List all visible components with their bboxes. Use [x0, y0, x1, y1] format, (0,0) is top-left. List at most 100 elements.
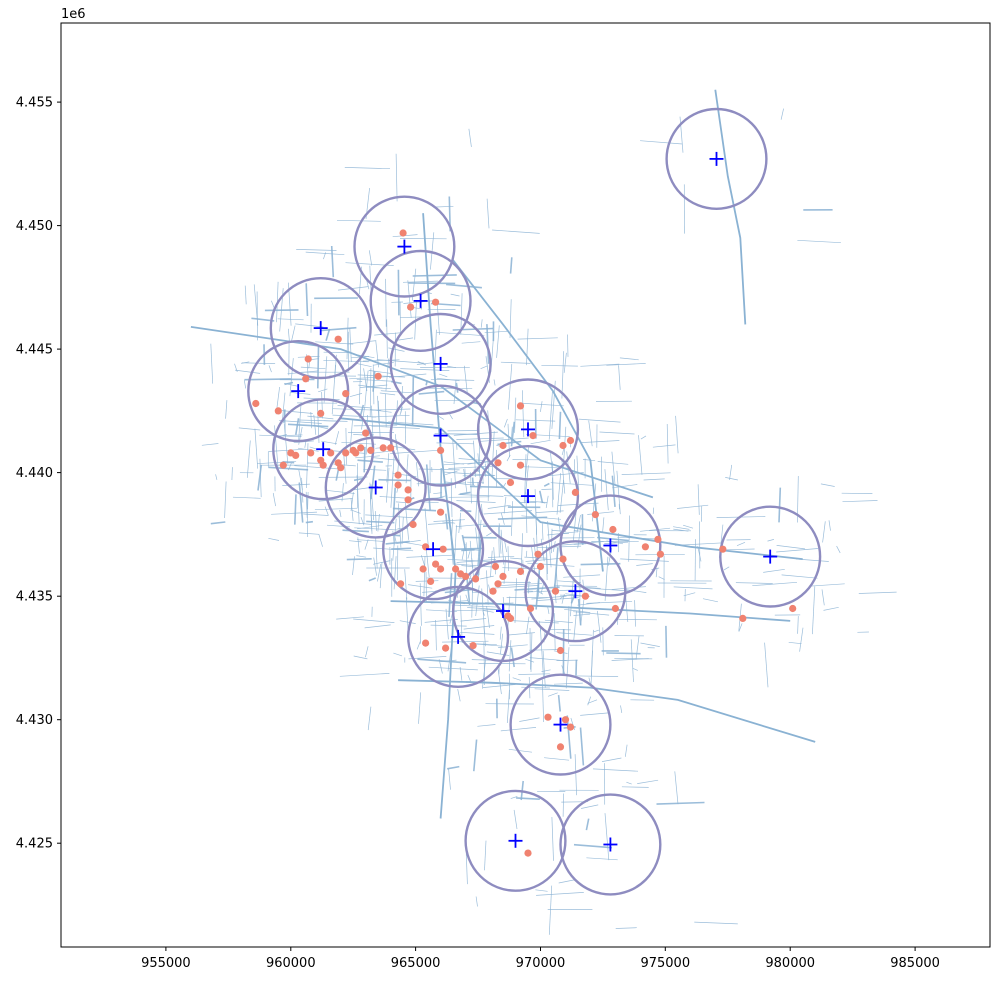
center-marker-19 [603, 837, 618, 852]
facility-centers [291, 151, 778, 852]
road-segment-384 [405, 597, 409, 630]
road-segment-785 [694, 921, 738, 925]
road-segment-638 [300, 366, 326, 370]
road-segment-287 [425, 549, 430, 578]
demand-point-75 [422, 639, 430, 647]
road-segment-49 [666, 423, 669, 464]
road-segment-716 [287, 328, 290, 342]
road-segment-301 [781, 574, 818, 579]
road-segment-303 [632, 667, 638, 671]
road-segment-751 [423, 555, 426, 597]
road-segment-107 [320, 326, 357, 332]
road-segment-509 [548, 885, 553, 935]
road-segment-61 [776, 548, 819, 553]
road-segment-493 [559, 479, 564, 513]
road-segment-194 [508, 620, 559, 624]
road-segment-95 [525, 658, 535, 663]
road-segment-504 [518, 402, 564, 407]
road-segment-477 [477, 724, 496, 727]
road-segment-237 [559, 595, 566, 599]
road-segment-530 [375, 511, 377, 531]
road-segment-836 [379, 562, 383, 589]
road-segment-777 [283, 423, 289, 465]
road-segment-662 [455, 523, 489, 528]
road-segment-803 [677, 504, 709, 509]
road-segment-8 [673, 526, 690, 530]
road-segment-563 [355, 362, 372, 368]
road-segment-439 [416, 362, 433, 365]
road-segment-6 [679, 116, 684, 153]
road-segment-797 [296, 249, 337, 251]
y-offset-label: 1e6 [61, 7, 86, 22]
road-segment-633 [246, 440, 251, 478]
road-segment-422 [578, 418, 621, 423]
y-axis: 4.425 4.430 4.435 4.440 4.445 4.450 4.455 [16, 96, 61, 852]
road-segment-115 [318, 498, 353, 502]
road-segment-581 [376, 359, 424, 364]
road-segment-733 [257, 460, 297, 465]
road-segment-412 [565, 647, 570, 689]
road-segment-416 [499, 626, 502, 640]
road-segment-251 [458, 494, 504, 497]
road-segment-603 [471, 477, 474, 486]
demand-point-37 [559, 441, 567, 450]
road-segment-117 [337, 286, 369, 291]
road-segment-519 [283, 434, 303, 437]
road-segment-212 [418, 468, 460, 471]
road-segment-607 [484, 840, 487, 871]
demand-point-21 [387, 444, 395, 452]
road-segment-176 [510, 796, 518, 799]
center-marker-6 [433, 428, 448, 443]
road-segment-146 [397, 269, 400, 316]
road-segment-539 [419, 501, 439, 504]
coverage-circle-4 [389, 312, 492, 416]
demand-point-70 [581, 592, 590, 600]
demand-point-85 [524, 849, 532, 857]
road-segment-710 [475, 896, 478, 907]
demand-point-18 [357, 444, 365, 452]
road-segment-702 [352, 556, 355, 576]
road-segment-847 [312, 425, 329, 430]
road-segment-310 [553, 613, 556, 651]
road-segment-161 [558, 879, 577, 884]
road-segment-718 [539, 490, 544, 504]
y-tick-label-4: 4.445 [16, 343, 53, 358]
road-segment-625 [482, 656, 487, 689]
road-segment-339 [541, 364, 578, 367]
demand-point-81 [544, 713, 552, 721]
road-segment-532 [425, 464, 431, 511]
road-segment-24 [318, 388, 328, 393]
road-segment-850 [570, 577, 574, 617]
road-segment-682 [797, 239, 841, 244]
road-segment-268 [436, 442, 474, 445]
road-segment-230 [289, 358, 294, 397]
y-tick-label-6: 4.455 [16, 96, 53, 111]
road-segment-404 [573, 530, 580, 532]
road-segment-757 [298, 532, 320, 535]
road-segment-610 [298, 482, 304, 523]
road-segment-379 [656, 801, 705, 805]
demand-point-82 [561, 716, 570, 724]
road-segment-17 [626, 781, 632, 785]
road-segment-670 [465, 594, 469, 603]
road-segment-538 [433, 492, 442, 495]
road-segment-754 [602, 517, 605, 533]
road-segment-507 [385, 358, 389, 392]
center-marker-3 [313, 321, 328, 336]
x-tick-label-4: 975000 [640, 956, 690, 971]
road-segment-894 [254, 428, 259, 469]
road-segment-841 [611, 586, 646, 590]
road-segment-598 [458, 512, 462, 534]
road-segment-398 [500, 727, 537, 732]
road-segment-145 [640, 435, 647, 440]
demand-point-76 [442, 644, 450, 652]
road-segment-332 [619, 357, 639, 361]
road-segment-839 [371, 414, 410, 418]
road-segment-165 [482, 684, 516, 688]
road-segment-320 [418, 390, 445, 395]
road-segment-499 [674, 771, 679, 805]
road-segment-621 [530, 439, 551, 445]
road-segment-573 [403, 541, 425, 547]
road-segment-93 [385, 540, 410, 545]
